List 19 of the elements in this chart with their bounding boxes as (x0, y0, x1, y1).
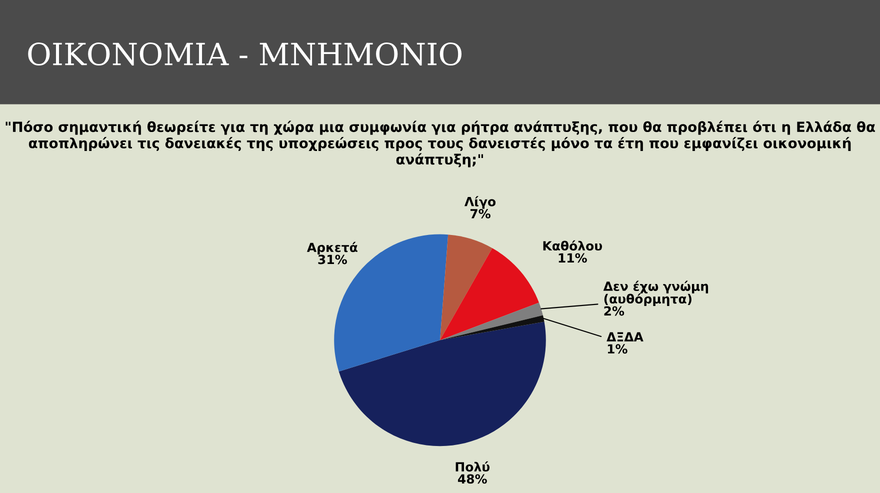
data-label: 2% (604, 306, 624, 316)
chart-title: ΟΙΚΟΝΟΜΙΑ - ΜΝΗΜΟΝΙΟ (28, 42, 462, 66)
slice-label: Δεν έχω γνώμη (αυθόρμητα) (603, 280, 708, 306)
slice-label: ΔΞΔΑ (606, 332, 644, 342)
slice-label: Πολύ (456, 461, 490, 472)
data-label: 7% (470, 208, 490, 218)
pie-slice (440, 302, 543, 340)
data-label: 31% (318, 254, 347, 264)
pie-slice (440, 234, 492, 340)
data-label: 48% (458, 474, 487, 484)
slice-label: Καθόλου (543, 240, 602, 251)
data-label: 11% (558, 253, 587, 263)
chart-subtitle: "Πόσο σημαντική θεωρείτε για τη χώρα μια συμφωνία για ρήτρα ανάπτυξης, που θα προβλέπει ότι η Ελλάδα θα αποπληρώνει τις δανειακές της υποχρεώσεις προς τους δανειστές μόνο τα έτη που εμφανίζει οικονομική ανάπτυξη;" (6, 120, 875, 168)
pie-slice (440, 315, 544, 340)
slice-label: Αρκετά (306, 242, 358, 255)
pie-slice (440, 248, 539, 340)
pie-slice (338, 322, 546, 446)
data-label: 1% (608, 344, 628, 354)
slice-label: Λίγο (464, 196, 496, 209)
